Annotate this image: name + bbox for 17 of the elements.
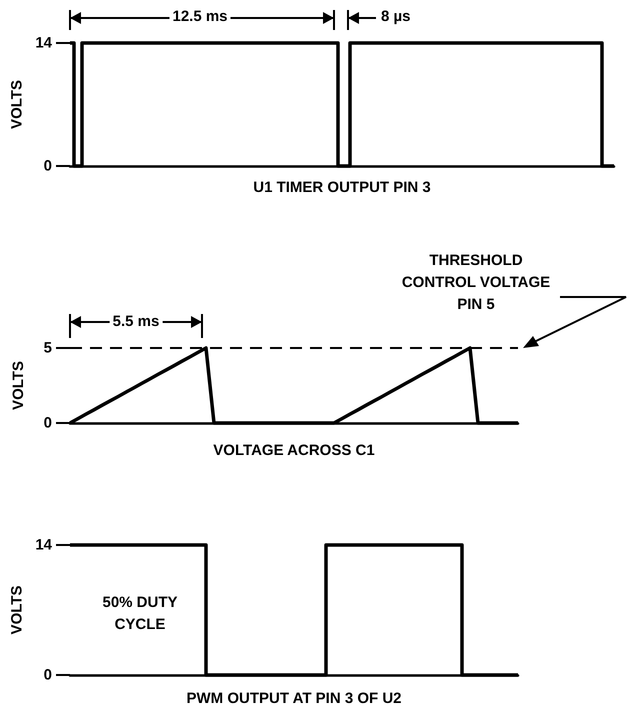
y-tick-label: 14	[35, 536, 53, 554]
y-tick-label: 0	[44, 158, 52, 174]
x-axis-title: VOLTAGE ACROSS C1	[213, 442, 375, 459]
text: 5.5 ms	[110, 311, 162, 333]
y-tick-label: 14	[35, 34, 53, 52]
y-axis-title: VOLTS	[8, 586, 26, 634]
y-tick-label: 0	[44, 414, 52, 432]
x-axis-title: PWM OUTPUT AT PIN 3 OF U2	[186, 690, 402, 707]
text: 12.5 ms	[169, 6, 231, 28]
y-axis-title: VOLTS	[8, 80, 26, 129]
y-axis-title: VOLTS	[10, 361, 27, 410]
y-tick-label: 0	[44, 666, 52, 684]
ref-line-label: THRESHOLD CONTROL VOLTAGE PIN 5	[398, 250, 554, 316]
text: 8 µs	[378, 6, 414, 28]
x-axis-title: U1 TIMER OUTPUT PIN 3	[253, 179, 431, 196]
y-tick-label: 5	[44, 340, 52, 356]
annotation: 50% DUTY CYCLE	[97, 592, 183, 636]
